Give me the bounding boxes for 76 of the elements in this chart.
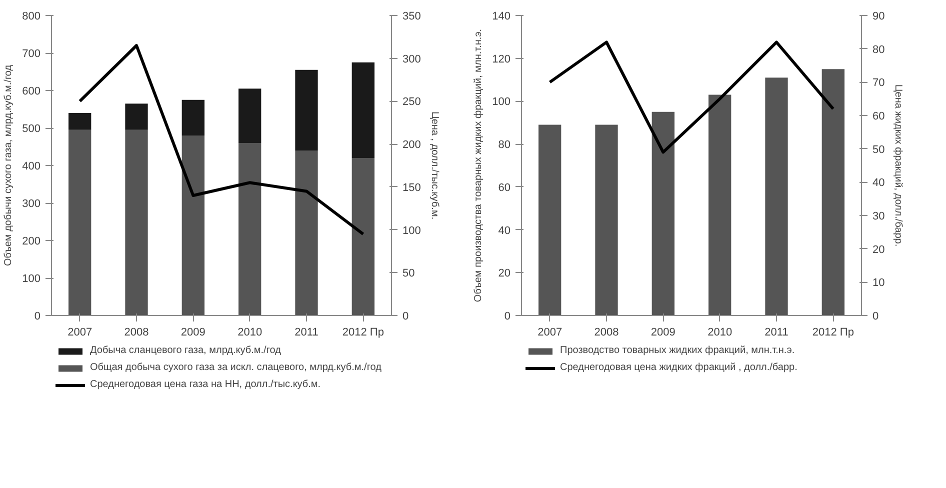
bar (822, 69, 844, 316)
y2-tick-label: 70 (872, 77, 885, 90)
y-tick-label: 40 (498, 224, 511, 237)
y2-tick-label: 80 (872, 44, 885, 56)
y2-tick-label: 200 (402, 139, 421, 152)
y2-tick-label: 0 (402, 310, 409, 322)
x-tick-label: 2009 (650, 326, 676, 338)
y-tick-label: 0 (34, 310, 41, 322)
line-series (78, 44, 365, 236)
bar (595, 124, 618, 316)
y-tick-label: 120 (492, 53, 511, 66)
y2-tick-label: 150 (402, 182, 421, 194)
bar (352, 158, 374, 316)
y2-tick-label: 40 (872, 177, 885, 190)
legend-label: Прозводство товарных жидких фракций, млн.т.н.э. (560, 345, 795, 356)
y-tick-label: 800 (22, 10, 41, 22)
y2-tick-label: 250 (402, 96, 421, 108)
y-axis-title: Объем добычи сухого газа, млрд.куб.м./год (3, 64, 14, 266)
y2-tick-label: 90 (872, 10, 885, 22)
x-tick-label: 2012 Пр (342, 326, 384, 338)
x-tick-label: 2010 (708, 326, 732, 338)
x-tick-label: 2007 (538, 326, 562, 338)
y-tick-label: 600 (22, 86, 41, 98)
x-tick-label: 2012 Пр (812, 326, 854, 338)
bar (765, 78, 788, 316)
bar (295, 150, 318, 316)
y-tick-label: 300 (22, 198, 41, 210)
y-tick-label: 100 (22, 273, 41, 285)
bar (238, 143, 262, 316)
bar (708, 94, 732, 316)
y-tick-label: 100 (492, 96, 511, 108)
x-tick-label: 2007 (68, 326, 92, 338)
y2-axis-title: Цена жидких фракций, долл./барр. (892, 84, 904, 247)
y2-tick-label: 50 (402, 268, 415, 280)
bar (352, 62, 374, 158)
x-tick-label: 2010 (238, 326, 262, 338)
y-tick-label: 500 (22, 123, 41, 135)
y2-tick-label: 50 (872, 144, 885, 156)
bar (125, 130, 148, 316)
bar (68, 130, 92, 316)
y2-tick-label: 0 (872, 310, 879, 322)
bar (652, 112, 674, 316)
x-tick-label: 2011 (764, 326, 788, 338)
line-series (548, 40, 835, 154)
bar (295, 70, 318, 150)
legend-label: Среднегодовая цена жидких фракций , долл./барр. (560, 362, 798, 373)
bar (238, 88, 262, 143)
legend-label: Общая добыча сухого газа за искл. слацевого, млрд.куб.м./год (90, 362, 382, 373)
y2-tick-label: 100 (402, 224, 421, 237)
y-axis-title: Объем производства товарных жидких фракций, млн.т.н.э. (473, 28, 484, 302)
y2-tick-label: 350 (402, 10, 421, 22)
x-tick-label: 2011 (294, 326, 318, 338)
x-tick-label: 2009 (180, 326, 206, 338)
y-tick-label: 200 (22, 236, 41, 248)
y-tick-label: 0 (504, 310, 511, 322)
x-tick-label: 2008 (124, 326, 149, 338)
bar (182, 100, 204, 136)
y-tick-label: 60 (498, 182, 511, 194)
bar (538, 124, 562, 316)
bar (68, 113, 92, 130)
y-tick-label: 140 (492, 10, 511, 22)
y-tick-label: 20 (498, 268, 511, 280)
y2-tick-label: 10 (872, 277, 885, 290)
y-tick-label: 400 (22, 160, 41, 172)
y-tick-label: 700 (22, 48, 41, 60)
legend-label: Добыча сланцевого газа, млрд.куб.м./год (90, 345, 281, 356)
y-tick-label: 80 (498, 139, 511, 152)
bar (182, 136, 204, 316)
x-tick-label: 2008 (594, 326, 619, 338)
y2-tick-label: 60 (872, 110, 885, 122)
bar (125, 104, 148, 130)
y2-tick-label: 300 (402, 53, 421, 66)
y2-tick-label: 20 (872, 244, 885, 256)
y2-tick-label: 30 (872, 210, 885, 222)
legend-label: Среднегодовая цена газа на НН, долл./тыс.куб.м. (90, 379, 321, 390)
y2-axis-title: Цена , долл./тыс.куб.м. (428, 111, 440, 220)
